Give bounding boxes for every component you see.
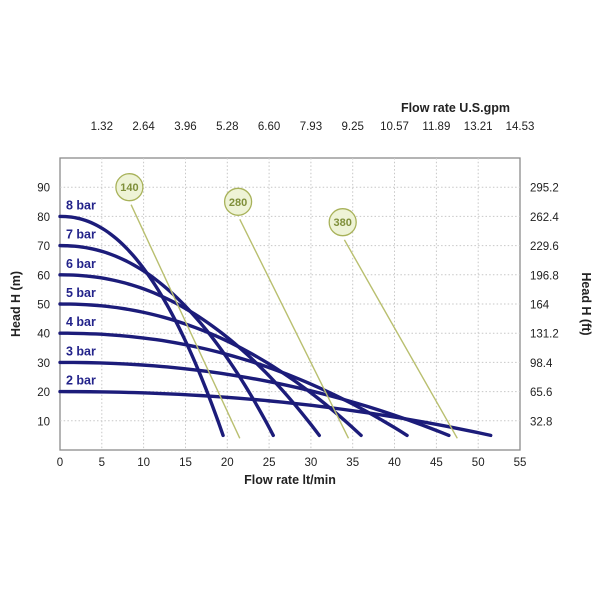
svg-text:140: 140 [120,182,138,194]
svg-text:2.64: 2.64 [132,121,155,133]
svg-text:30: 30 [37,358,50,370]
svg-text:55: 55 [514,457,527,469]
svg-text:65.6: 65.6 [530,387,552,399]
svg-text:50: 50 [472,457,485,469]
svg-text:6.60: 6.60 [258,121,280,133]
svg-text:11.89: 11.89 [422,121,450,133]
svg-text:80: 80 [37,212,50,224]
svg-text:10: 10 [137,457,150,469]
svg-text:7 bar: 7 bar [66,228,96,242]
svg-text:6 bar: 6 bar [66,257,96,271]
svg-text:40: 40 [37,329,50,341]
svg-text:32.8: 32.8 [530,416,552,428]
svg-text:15: 15 [179,457,192,469]
svg-text:45: 45 [430,457,443,469]
svg-text:70: 70 [37,241,50,253]
svg-text:Flow rate lt/min: Flow rate lt/min [244,473,336,487]
svg-text:8 bar: 8 bar [66,198,96,212]
svg-text:2 bar: 2 bar [66,374,96,388]
svg-text:20: 20 [221,457,234,469]
svg-text:7.93: 7.93 [300,121,322,133]
svg-text:35: 35 [346,457,359,469]
svg-text:3 bar: 3 bar [66,344,96,358]
svg-text:5 bar: 5 bar [66,286,96,300]
svg-text:60: 60 [37,270,50,282]
svg-text:229.6: 229.6 [530,241,559,253]
svg-text:30: 30 [305,457,318,469]
svg-text:1.32: 1.32 [91,121,113,133]
svg-text:90: 90 [37,183,50,195]
svg-text:14.53: 14.53 [506,121,535,133]
svg-text:10: 10 [37,416,50,428]
svg-text:295.2: 295.2 [530,183,559,195]
svg-text:5: 5 [99,457,105,469]
svg-text:3.96: 3.96 [174,121,196,133]
svg-text:9.25: 9.25 [342,121,364,133]
svg-text:Head H (ft): Head H (ft) [579,272,593,335]
svg-text:131.2: 131.2 [530,329,559,341]
svg-text:164: 164 [530,300,550,312]
svg-text:13.21: 13.21 [464,121,493,133]
svg-text:98.4: 98.4 [530,358,553,370]
svg-text:4 bar: 4 bar [66,315,96,329]
svg-text:5.28: 5.28 [216,121,238,133]
svg-text:280: 280 [229,197,247,209]
svg-text:20: 20 [37,387,50,399]
svg-text:25: 25 [263,457,276,469]
svg-text:Head H (m): Head H (m) [9,271,23,337]
svg-text:0: 0 [57,457,63,469]
svg-text:196.8: 196.8 [530,270,559,282]
svg-text:10.57: 10.57 [380,121,409,133]
svg-text:40: 40 [388,457,401,469]
svg-text:262.4: 262.4 [530,212,559,224]
svg-text:380: 380 [334,217,352,229]
svg-text:50: 50 [37,300,50,312]
svg-text:Flow rate U.S.gpm: Flow rate U.S.gpm [401,101,510,115]
